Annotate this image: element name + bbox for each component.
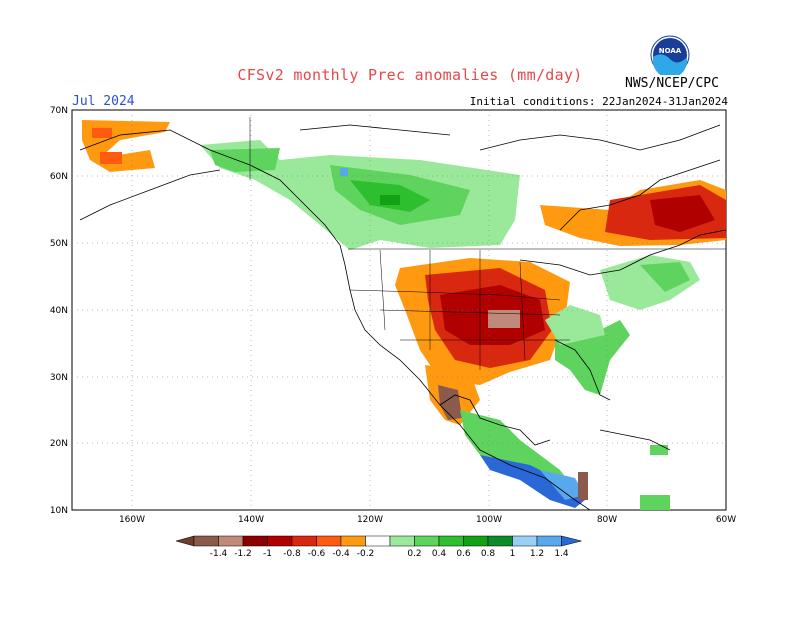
lon-label: 80W (597, 515, 617, 525)
initial-conditions: Initial conditions: 22Jan2024-31Jan2024 (469, 95, 728, 108)
colorbar-low-arrow (175, 535, 195, 547)
lon-label: 140W (238, 515, 264, 525)
colorbar-label: 0.4 (432, 549, 447, 559)
lon-label: 100W (476, 515, 502, 525)
noaa-logo: NOAA (650, 35, 690, 75)
lat-label: 10N (50, 506, 68, 516)
colorbar-label: -0.8 (283, 549, 301, 559)
canada-dark-green (380, 195, 400, 205)
colorbar-swatch (242, 535, 268, 547)
colorbar-label: -1.4 (210, 549, 228, 559)
lon-label: 60W (716, 515, 736, 525)
alaska-red-patch-2 (92, 128, 112, 138)
agency-label: NWS/NCEP/CPC (625, 76, 719, 91)
colorbar-label: -1 (263, 549, 272, 559)
forecast-month: Jul 2024 (72, 94, 135, 109)
colorbar-swatch (365, 535, 391, 547)
colorbar-label: -0.2 (357, 549, 375, 559)
lon-axis: 160W 140W 120W 100W 80W 60W (119, 515, 736, 525)
lat-label: 60N (50, 172, 68, 182)
lat-label: 50N (50, 239, 68, 249)
south-wet (640, 495, 670, 510)
colorbar-label: 0.8 (481, 549, 496, 559)
alaska-red-patch (100, 152, 122, 164)
east-canada-darkred (650, 195, 715, 232)
central-america-brown (578, 472, 588, 500)
colorbar-swatch (316, 535, 342, 547)
lon-label: 120W (357, 515, 383, 525)
coastlines (79, 124, 727, 511)
colorbar-swatch (389, 535, 415, 547)
colorbar-swatch (536, 535, 562, 547)
colorbar-swatch (487, 535, 513, 547)
yukon-wet-anomaly (210, 148, 280, 172)
graticule (72, 110, 726, 510)
colorbar-swatch (340, 535, 366, 547)
lat-label: 20N (50, 439, 68, 449)
caribbean-wet (650, 445, 668, 455)
colorbar-swatch (512, 535, 538, 547)
state-borders (249, 117, 726, 370)
map-title: CFSv2 monthly Prec anomalies (mm/day) (237, 66, 583, 84)
colorbar-label: 1 (510, 549, 516, 559)
colorbar-label: -1.2 (234, 549, 252, 559)
colorbar-swatch (291, 535, 317, 547)
central-america-lightblue (540, 470, 585, 500)
lat-label: 30N (50, 373, 68, 383)
lat-axis: 70N 60N 50N 40N 30N 20N 10N (50, 106, 68, 516)
anomaly-shading (82, 120, 726, 510)
lon-label: 160W (119, 515, 145, 525)
colorbar-swatch (414, 535, 440, 547)
colorbar-high-arrow (561, 535, 582, 547)
lat-label: 40N (50, 306, 68, 316)
northeast-us-core (640, 262, 690, 292)
mexico-brown (438, 385, 462, 420)
colorbar-label: -0.6 (308, 549, 326, 559)
svg-text:NOAA: NOAA (659, 47, 682, 55)
colorbar: -1.4 -1.2 -1 -0.8 -0.6 -0.4 -0.2 0.2 0.4 0.6 0.8 1 1… (175, 535, 582, 559)
colorbar-swatch (267, 535, 293, 547)
colorbar-swatch (463, 535, 489, 547)
canada-blue-patch (340, 168, 348, 176)
central-us-brown (488, 310, 520, 328)
colorbar-label: 0.2 (407, 549, 421, 559)
colorbar-swatch (438, 535, 464, 547)
colorbar-label: -0.4 (332, 549, 350, 559)
colorbar-swatch (218, 535, 244, 547)
lat-label: 70N (50, 106, 68, 116)
central-america-blue (480, 455, 585, 508)
colorbar-label: 1.4 (554, 549, 569, 559)
colorbar-label: 0.6 (456, 549, 471, 559)
colorbar-label: 1.2 (530, 549, 544, 559)
colorbar-swatch (193, 535, 219, 547)
